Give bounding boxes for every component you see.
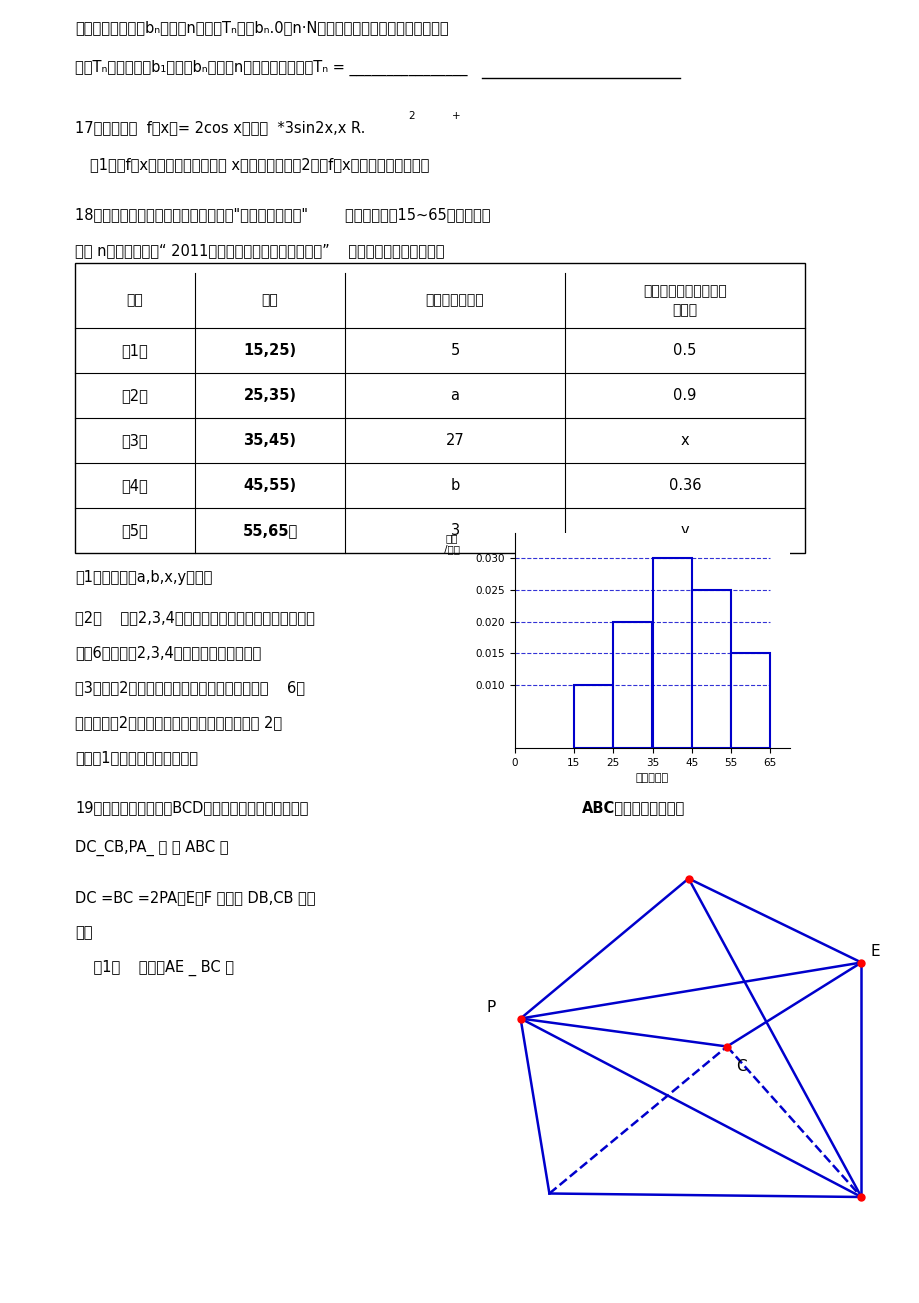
Bar — [691, 590, 731, 748]
Text: 19、如图，直角三角形BCD所在的平面垂直于正三角形: 19、如图，直角三角形BCD所在的平面垂直于正三角形 — [75, 800, 308, 816]
Text: （1）    求证：AE _ BC ；: （1） 求证：AE _ BC ； — [75, 960, 233, 976]
Text: ABC所在的平面，其中: ABC所在的平面，其中 — [582, 800, 685, 816]
Text: 18、某市电视台为了宣传在南昌举办的"全国城市运动会"        ，随机对该市15~65岁的人群抖: 18、某市电视台为了宣传在南昌举办的"全国城市运动会" ，随机对该市15~65岁… — [75, 207, 490, 223]
Text: b: b — [450, 478, 460, 493]
Text: 55,65】: 55,65】 — [242, 523, 298, 538]
Text: 第3组: 第3组 — [121, 433, 148, 448]
Text: 2: 2 — [407, 111, 414, 121]
Text: 至少有1人获得幸运奖的概率。: 至少有1人获得幸运奖的概率。 — [75, 751, 198, 765]
Text: 的，记等比数列｛bₙ｝的前n项积为Tₙ，且bₙ.0（n·N），试类比等差数列求和的方法，: 的，记等比数列｛bₙ｝的前n项积为Tₙ，且bₙ.0（n·N），试类比等差数列求和… — [75, 21, 448, 35]
Text: 中随机抖取2人颏发幸运奖，求所抖取的人中独 2组: 中随机抖取2人颏发幸运奖，求所抖取的人中独 2组 — [75, 715, 282, 731]
Text: 回答正确的人数: 回答正确的人数 — [425, 293, 483, 308]
Text: y: y — [680, 523, 688, 538]
Text: 取了 n人，回答问题“ 2011年全国城市运动会是第几届？”    ，统计结果如图表所示：: 取了 n人，回答问题“ 2011年全国城市运动会是第几届？” ，统计结果如图表所… — [75, 244, 444, 258]
Text: a: a — [450, 388, 459, 403]
Text: x: x — [680, 433, 688, 448]
Text: 25,35): 25,35) — [244, 388, 296, 403]
Text: 3: 3 — [450, 523, 460, 538]
Bar — [573, 685, 613, 748]
Text: （1）求f（x）的最大値及相应的 x的取値集合；（2）求f（x）的单调递增区间。: （1）求f（x）的最大値及相应的 x的取値集合；（2）求f（x）的单调递增区间。 — [90, 158, 429, 172]
Text: 第5组: 第5组 — [121, 523, 148, 538]
Text: 5: 5 — [450, 343, 460, 358]
Text: 第2组: 第2组 — [121, 388, 148, 403]
Text: （3）在（2）的前提下，电视台决定在所抖取的    6人: （3）在（2）的前提下，电视台决定在所抖取的 6人 — [75, 680, 305, 696]
Text: 分组: 分组 — [261, 293, 278, 308]
Text: 点。: 点。 — [75, 925, 93, 941]
Text: 17、已知函数  f（x）= 2cos x：；；  *3sin2x,x R.: 17、已知函数 f（x）= 2cos x：；； *3sin2x,x R. — [75, 120, 365, 136]
Text: 第4组: 第4组 — [121, 478, 148, 493]
Text: 35,45): 35,45) — [244, 433, 296, 448]
Text: C: C — [736, 1059, 746, 1074]
Text: 可将Tₙ表示成首项b₁，末项bₙ与项数n的一个关系式，即Tₙ = ________________: 可将Tₙ表示成首项b₁，末项bₙ与项数n的一个关系式，即Tₙ = _______… — [75, 60, 467, 76]
Text: （1）分别求出a,b,x,y的値：: （1）分别求出a,b,x,y的値： — [75, 571, 212, 585]
Text: 组号: 组号 — [127, 293, 143, 308]
Text: 0.9: 0.9 — [673, 388, 696, 403]
Text: 45,55): 45,55) — [244, 478, 296, 493]
Text: DC =BC =2PA，E，F 分别为 DB,CB 的中: DC =BC =2PA，E，F 分别为 DB,CB 的中 — [75, 890, 315, 906]
Text: 回答正确的人数占本组: 回答正确的人数占本组 — [642, 284, 726, 298]
Bar — [652, 558, 691, 748]
Text: +: + — [451, 111, 460, 121]
Text: 第1组: 第1组 — [121, 343, 148, 358]
Text: P: P — [486, 999, 495, 1015]
X-axis label: 年龄（岁）: 年龄（岁） — [635, 773, 668, 783]
Bar — [75, 263, 804, 552]
Text: 的概率: 的概率 — [672, 304, 697, 318]
Text: （2）    在独2,3,4组回答正确的人中用分层抖样的方法: （2） 在独2,3,4组回答正确的人中用分层抖样的方法 — [75, 611, 314, 625]
Text: E: E — [870, 943, 879, 959]
Text: 抖取6人，则独2,3,4组每组应抖取多少人？: 抖取6人，则独2,3,4组每组应抖取多少人？ — [75, 645, 261, 661]
Text: 频率
/组距: 频率 /组距 — [444, 533, 460, 555]
Text: DC_CB,PA_ 平 面 ABC ，: DC_CB,PA_ 平 面 ABC ， — [75, 840, 228, 856]
Text: 27: 27 — [445, 433, 464, 448]
Text: 15,25): 15,25) — [244, 343, 296, 358]
Text: 频率: 频率 — [756, 564, 772, 577]
Text: 0.36: 0.36 — [668, 478, 700, 493]
Text: 0.5: 0.5 — [673, 343, 696, 358]
Bar — [613, 622, 652, 748]
Bar — [731, 653, 769, 748]
